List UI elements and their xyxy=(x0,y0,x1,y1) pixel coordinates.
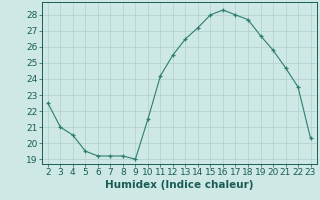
X-axis label: Humidex (Indice chaleur): Humidex (Indice chaleur) xyxy=(105,180,253,190)
